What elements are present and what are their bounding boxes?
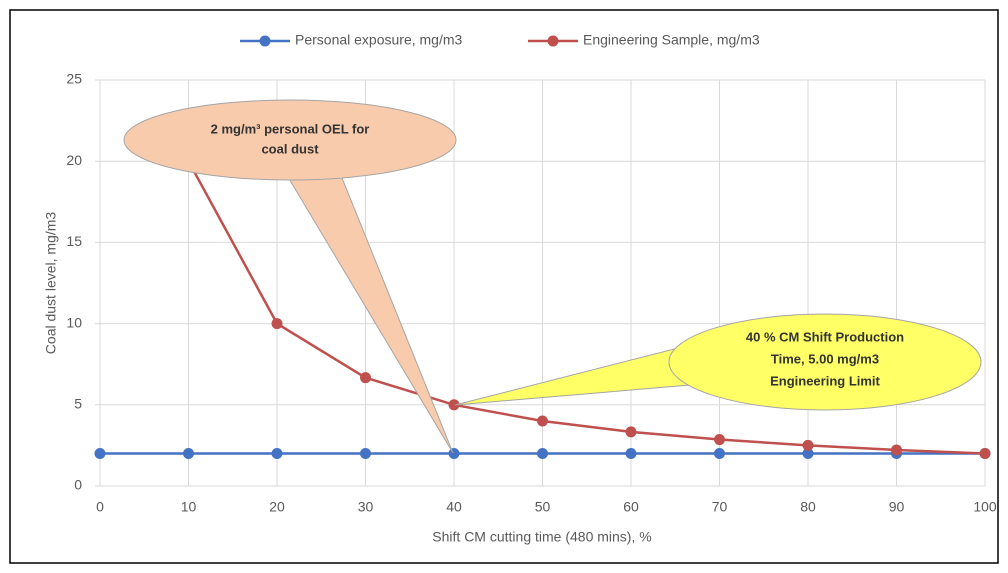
y-tick-label: 20	[66, 152, 82, 168]
x-tick-label: 40	[446, 499, 462, 515]
x-tick-label: 10	[181, 499, 197, 515]
data-point	[271, 448, 283, 460]
x-tick-label: 0	[96, 499, 104, 515]
x-tick-label: 20	[269, 499, 285, 515]
data-point	[537, 448, 548, 460]
legend-marker	[547, 35, 559, 47]
data-point	[360, 372, 371, 384]
data-point	[802, 439, 814, 451]
callout-text: 40 % CM Shift Production	[746, 329, 904, 344]
callout-join	[690, 346, 705, 384]
callout-bubble	[668, 313, 982, 411]
x-tick-label: 70	[712, 499, 728, 515]
callout-text: Time, 5.00 mg/m3	[771, 351, 879, 366]
x-tick-label: 60	[623, 499, 639, 515]
x-tick-label: 50	[535, 499, 551, 515]
data-point	[448, 448, 460, 460]
data-point	[360, 448, 371, 460]
data-point	[537, 415, 548, 427]
x-axis-label: Shift CM cutting time (480 mins), %	[432, 529, 651, 545]
y-tick-label: 15	[66, 233, 82, 249]
callout: 40 % CM Shift Production Time, 5.00 mg/m…	[454, 313, 982, 411]
data-point	[714, 448, 725, 460]
legend-marker	[259, 35, 271, 47]
callout-text: Engineering Limit	[770, 373, 880, 388]
callout-text: 2 mg/m³ personal OEL for	[211, 121, 370, 136]
data-point	[271, 318, 283, 330]
callout: 2 mg/m³ personal OEL for coal dust	[123, 99, 457, 454]
data-point	[94, 448, 106, 460]
chart-border	[9, 9, 999, 564]
legend: Personal exposure, mg/m3 Engineering Samp…	[240, 32, 760, 48]
y-tick-label: 0	[74, 477, 82, 493]
y-tick-label: 10	[66, 314, 82, 330]
legend-label: Personal exposure, mg/m3	[295, 32, 463, 48]
legend-label: Engineering Sample, mg/m3	[583, 32, 760, 48]
y-axis-label: Coal dust level, mg/m3	[43, 212, 59, 355]
data-point	[448, 399, 460, 411]
callout-join	[285, 160, 342, 178]
series-line	[187, 160, 986, 455]
data-point	[625, 448, 637, 460]
x-tick-label: 80	[800, 499, 816, 515]
data-point	[979, 448, 991, 460]
y-tick-label: 25	[66, 71, 82, 87]
data-point	[625, 426, 637, 438]
x-tick-label: 30	[358, 499, 374, 515]
x-tick-label: 100	[973, 499, 997, 515]
y-tick-label: 5	[74, 396, 82, 412]
data-point	[183, 448, 194, 460]
callout-text: coal dust	[261, 141, 319, 156]
plot-area	[94, 155, 991, 460]
data-point	[891, 444, 902, 456]
data-point	[714, 434, 725, 446]
callout-bubble	[123, 99, 457, 181]
x-tick-label: 90	[889, 499, 905, 515]
data-point	[802, 448, 814, 460]
